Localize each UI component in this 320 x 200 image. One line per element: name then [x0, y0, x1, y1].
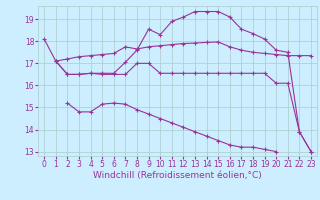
X-axis label: Windchill (Refroidissement éolien,°C): Windchill (Refroidissement éolien,°C): [93, 171, 262, 180]
